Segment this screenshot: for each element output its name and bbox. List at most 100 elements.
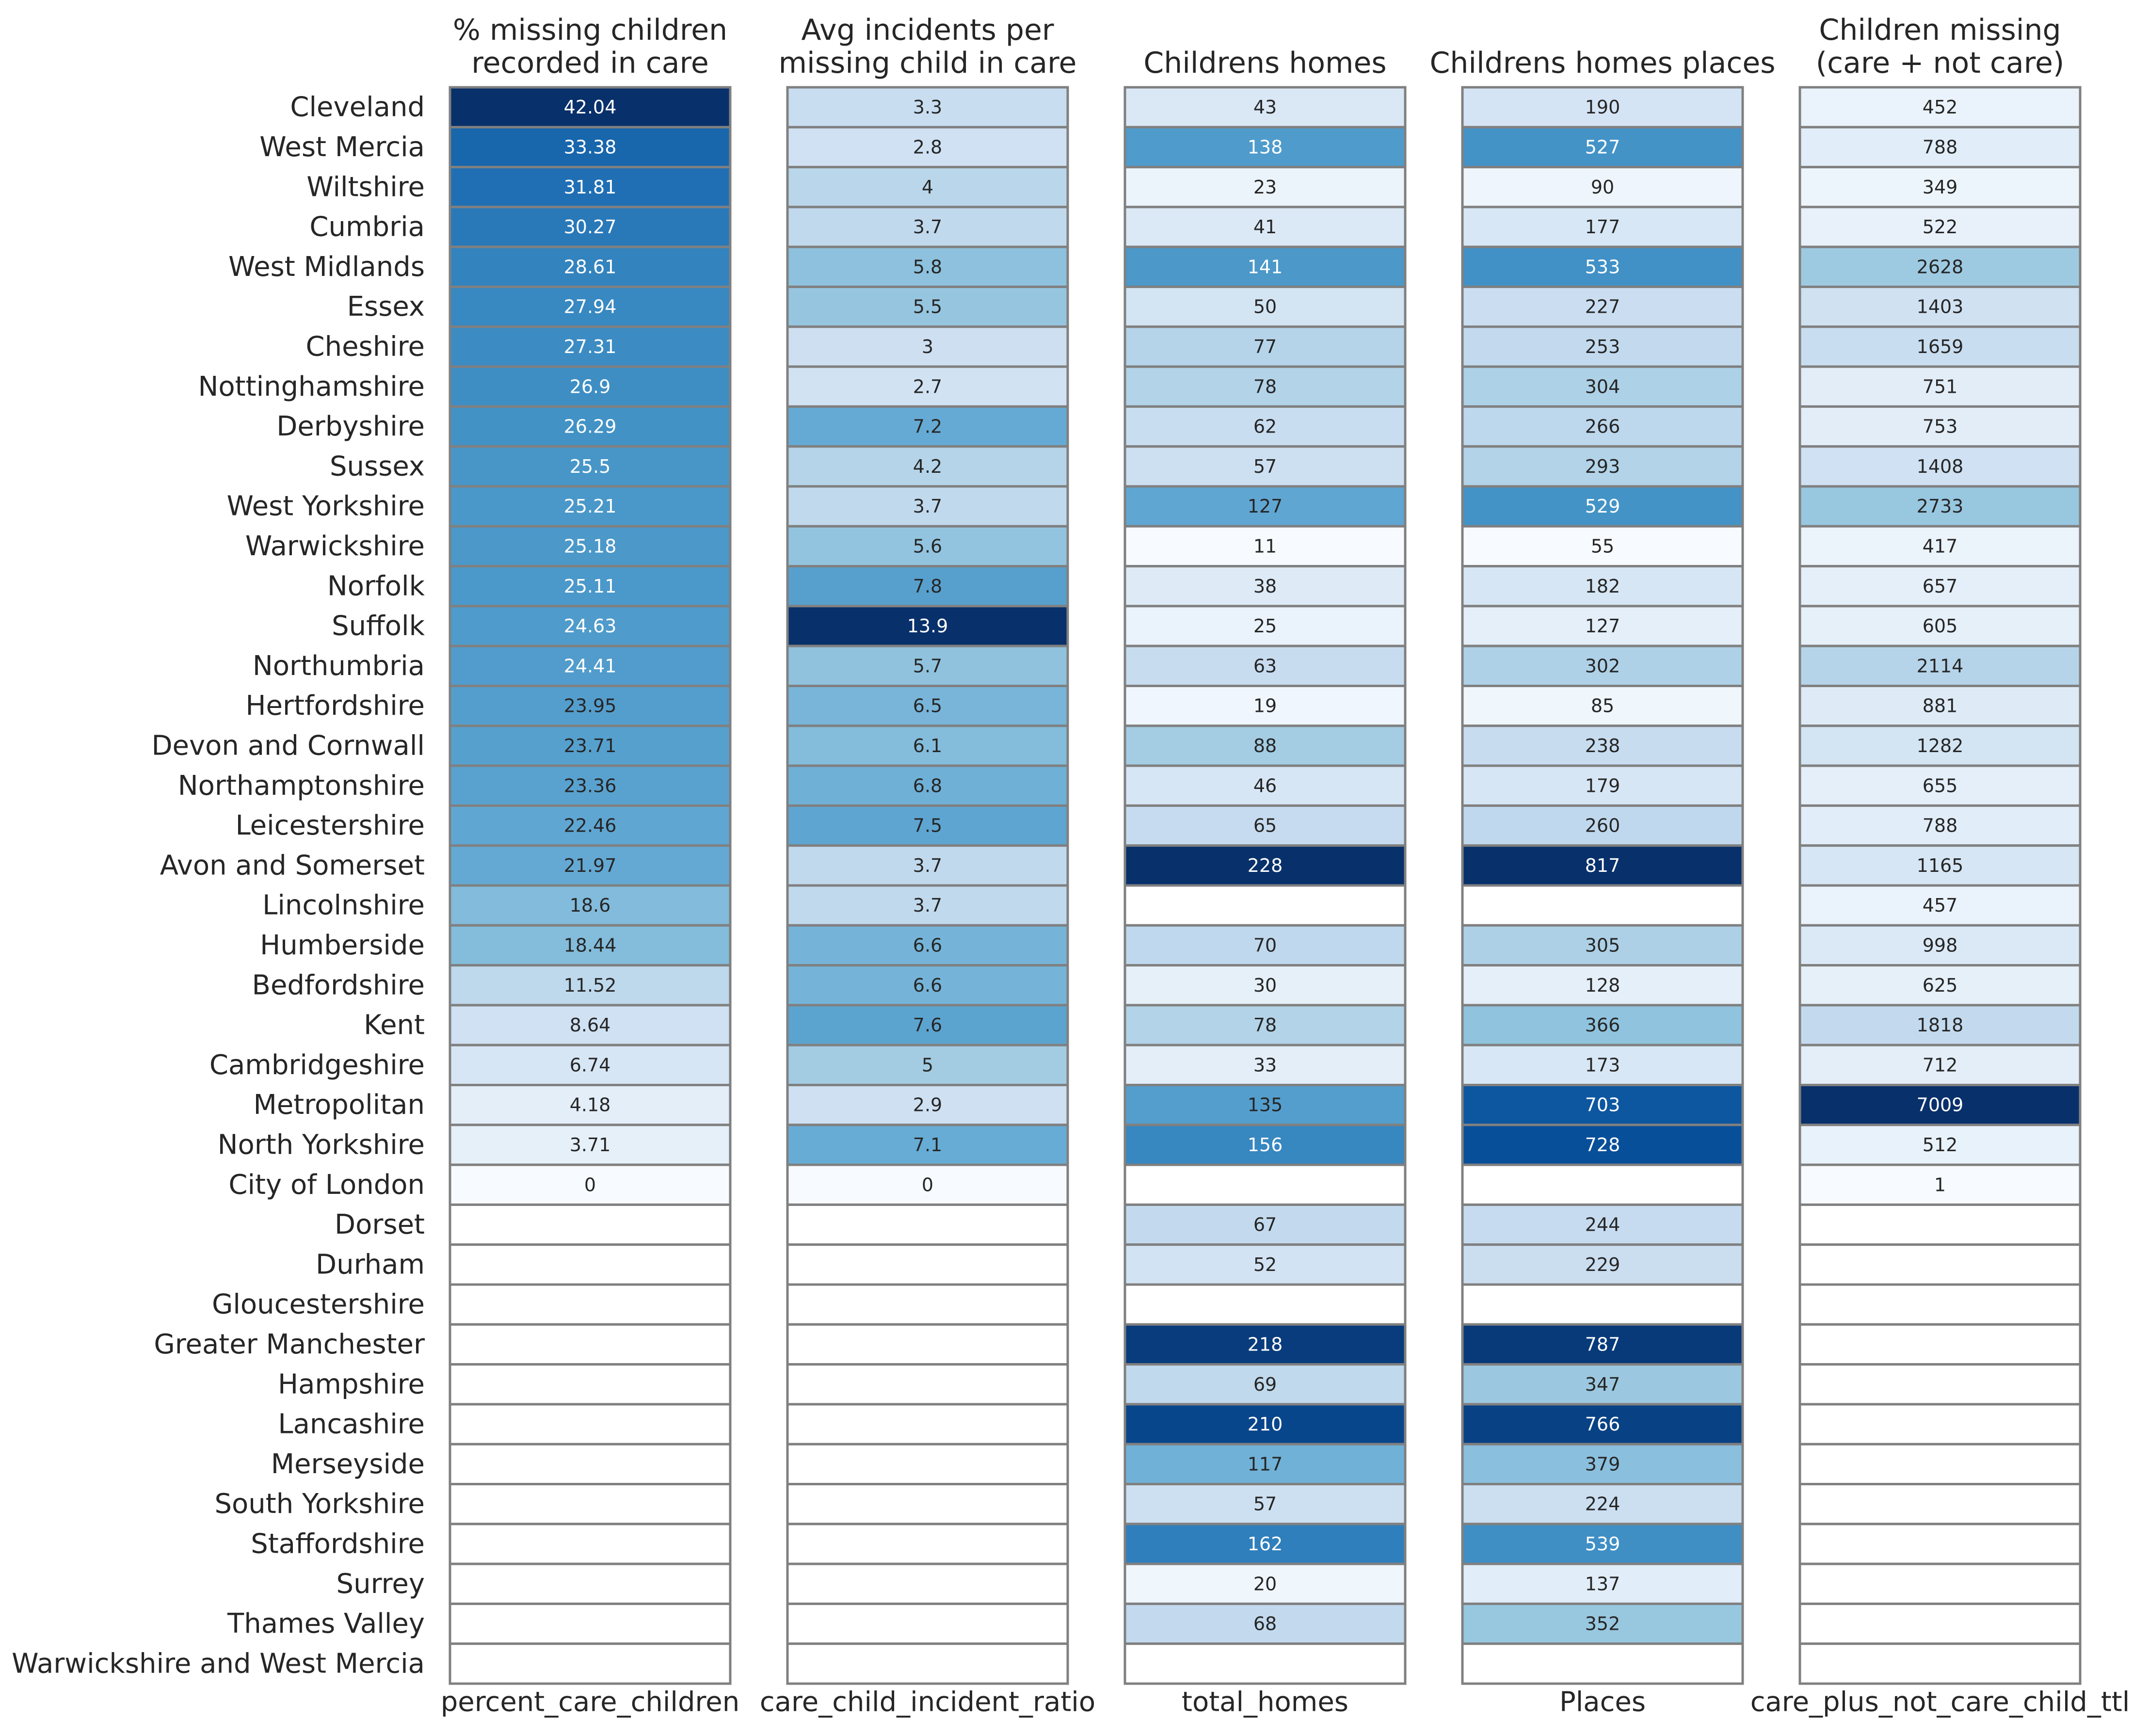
- cell-value-label: 128: [1585, 975, 1620, 996]
- row-label: West Mercia: [259, 131, 425, 163]
- heatmap-cell: [1461, 1602, 1744, 1645]
- row-label: Cumbria: [309, 211, 425, 243]
- cell-value-label: 817: [1585, 855, 1620, 876]
- cell-value-label: 305: [1585, 934, 1620, 956]
- cell-value-label: 3.7: [913, 496, 942, 517]
- row-label: Cheshire: [305, 331, 425, 362]
- heatmap-cell: [786, 1562, 1069, 1605]
- heatmap-cell: [1461, 685, 1744, 727]
- cell-value-label: 2733: [1917, 496, 1964, 517]
- heatmap-cell: [449, 1483, 732, 1526]
- heatmap-cell: [1461, 325, 1744, 368]
- heatmap-cell: [1798, 166, 2082, 209]
- cell-value-label: 42.04: [564, 96, 617, 118]
- heatmap-cell: [1798, 1323, 2082, 1366]
- panel-title: missing child in care: [779, 46, 1077, 80]
- cell-value-label: 33.38: [564, 136, 617, 158]
- heatmap-cell: [1461, 1443, 1744, 1485]
- heatmap-cell: [1461, 286, 1744, 328]
- heatmap-cell: [1461, 1363, 1744, 1406]
- heatmap-cell: [1123, 1283, 1407, 1326]
- cell-value-label: 23.95: [564, 695, 617, 717]
- heatmap-cell: [1123, 166, 1407, 209]
- cell-value-label: 7.6: [913, 1014, 942, 1036]
- cell-value-label: 1403: [1917, 296, 1964, 318]
- cell-value-label: 63: [1253, 655, 1277, 676]
- cell-value-label: 38: [1253, 576, 1277, 597]
- cell-value-label: 266: [1585, 416, 1620, 437]
- row-label: Nottinghamshire: [198, 371, 425, 402]
- cell-value-label: 179: [1585, 775, 1620, 796]
- cell-value-label: 5.8: [913, 256, 942, 277]
- cell-value-label: 1408: [1917, 456, 1964, 477]
- cell-value-label: 228: [1248, 855, 1283, 876]
- cell-value-label: 141: [1248, 256, 1283, 277]
- heatmap-cell: [1798, 844, 2082, 887]
- heatmap-cell: [1798, 605, 2082, 647]
- heatmap-cell: [1461, 1044, 1744, 1086]
- cell-value-label: 302: [1585, 655, 1620, 676]
- heatmap-cell: [786, 1243, 1069, 1286]
- heatmap-panel-4: Childrens homes places 190 527 90 177 533 227 2…: [1429, 46, 1775, 1718]
- cell-value-label: 5.7: [913, 655, 942, 676]
- heatmap-cell: [1461, 1004, 1744, 1046]
- heatmap-cell: [449, 1642, 732, 1685]
- row-label: Lancashire: [278, 1409, 425, 1440]
- heatmap-cell: [786, 1363, 1069, 1406]
- cell-value-label: 65: [1253, 815, 1277, 836]
- heatmap-cell: [449, 1084, 732, 1126]
- heatmap-cell: [449, 1602, 732, 1645]
- cell-value-label: 135: [1248, 1094, 1283, 1116]
- cell-value-label: 137: [1585, 1573, 1620, 1594]
- x-axis-label: Places: [1559, 1687, 1646, 1718]
- cell-value-label: 127: [1248, 496, 1283, 517]
- cell-value-label: 23: [1253, 177, 1277, 198]
- cell-value-label: 533: [1585, 256, 1620, 277]
- cell-value-label: 21.97: [564, 855, 617, 876]
- heatmap-cell: [1798, 206, 2082, 248]
- cell-value-label: 1282: [1917, 735, 1964, 756]
- heatmap-cell: [1798, 1243, 2082, 1286]
- cell-value-label: 57: [1253, 1494, 1277, 1515]
- cell-value-label: 712: [1923, 1054, 1958, 1076]
- heatmap-cell: [1798, 1124, 2082, 1166]
- cell-value-label: 260: [1585, 815, 1620, 836]
- row-label: Durham: [316, 1249, 425, 1280]
- cell-value-label: 703: [1585, 1094, 1620, 1116]
- heatmap-cell: [786, 365, 1069, 408]
- heatmap-cell: [1798, 365, 2082, 408]
- heatmap-cell: [1461, 1523, 1744, 1565]
- row-label: Northumbria: [253, 650, 425, 682]
- heatmap-cell: [1123, 1323, 1407, 1366]
- heatmap-cell: [786, 405, 1069, 448]
- row-label: Bedfordshire: [252, 969, 425, 1001]
- heatmap-cell: [786, 1602, 1069, 1645]
- heatmap-cell: [1798, 1084, 2082, 1126]
- row-label: Leicestershire: [235, 810, 425, 841]
- heatmap-cell: [1123, 1243, 1407, 1286]
- cell-value-label: 127: [1585, 615, 1620, 637]
- heatmap-cell: [1123, 724, 1407, 767]
- row-label: Hertfordshire: [245, 690, 425, 722]
- cell-value-label: 0: [584, 1174, 596, 1195]
- row-label: South Yorkshire: [214, 1488, 425, 1520]
- cell-value-label: 173: [1585, 1054, 1620, 1076]
- heatmap-cell: [1123, 1203, 1407, 1246]
- cell-value-label: 11.52: [564, 975, 617, 996]
- heatmap-cell: [1798, 1203, 2082, 1246]
- heatmap-panel-5: Children missing(care + not care) 452 788 3…: [1750, 13, 2130, 1718]
- heatmap-cell: [786, 1124, 1069, 1166]
- cell-value-label: 55: [1591, 535, 1614, 557]
- cell-value-label: 117: [1248, 1453, 1283, 1475]
- heatmap-cell: [1798, 644, 2082, 687]
- cell-value-label: 366: [1585, 1014, 1620, 1036]
- heatmap-cell: [449, 1523, 732, 1565]
- heatmap-cell: [449, 924, 732, 967]
- heatmap-cell: [1461, 1323, 1744, 1366]
- heatmap-cell: [786, 1283, 1069, 1326]
- x-axis-label: care_plus_not_care_child_ttl: [1750, 1687, 2130, 1718]
- heatmap-cell: [1123, 1163, 1407, 1206]
- cell-value-label: 26.9: [570, 376, 611, 397]
- cell-value-label: 25: [1253, 615, 1277, 637]
